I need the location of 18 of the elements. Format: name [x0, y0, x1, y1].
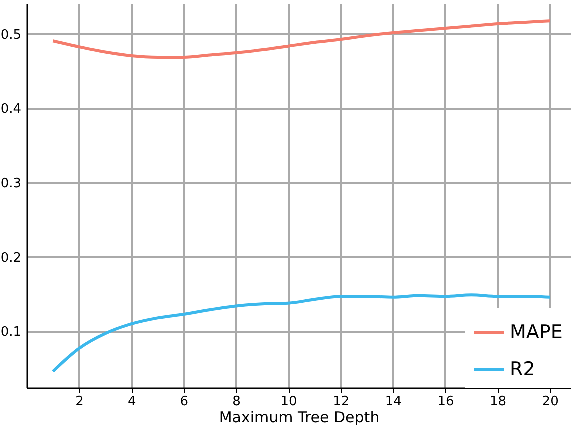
x-tick-label: 16	[438, 394, 454, 410]
x-tick-label: 20	[542, 394, 559, 410]
x-tick-label: 14	[385, 394, 402, 410]
x-tick-label: 8	[232, 394, 241, 410]
x-tick-label: 2	[76, 394, 84, 410]
y-tick-label: 0.1	[0, 325, 22, 340]
y-tick-label: 0.5	[0, 28, 22, 43]
line-series	[52, 20, 552, 59]
y-tick-label: 0.2	[0, 250, 22, 266]
x-tick-label: 10	[280, 394, 298, 410]
x-tick-label: 6	[180, 394, 189, 410]
x-tick-label: 4	[128, 394, 136, 410]
y-tick-label: 0.4	[0, 102, 22, 118]
x-tick-label: 12	[333, 394, 350, 410]
x-tick-label: 18	[490, 394, 507, 410]
y-tick-label: 0.3	[0, 176, 22, 192]
legend-label: R2	[510, 358, 536, 380]
legend-label: MAPE	[510, 322, 563, 344]
